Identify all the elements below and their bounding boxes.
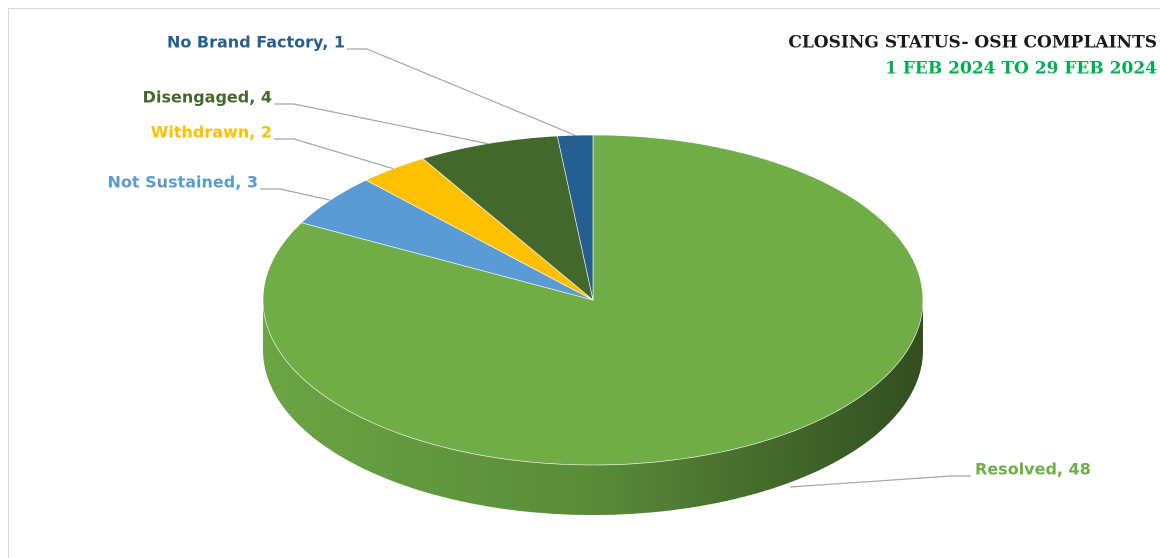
leader-line [789,475,971,488]
data-label: Disengaged, 4 [143,88,272,107]
data-label: No Brand Factory, 1 [167,33,345,52]
slice [365,158,594,301]
slice-side-shade [263,300,923,515]
leader-line [347,48,576,136]
leader-line [260,188,331,201]
chart-title: CLOSING STATUS- OSH COMPLAINTS [788,33,1157,53]
slice [300,179,594,301]
leader-line [274,103,488,145]
data-label: Resolved, 48 [975,460,1091,479]
data-label: Withdrawn, 2 [151,123,272,142]
data-label: Not Sustained, 3 [108,173,258,192]
leader-line [274,138,394,170]
chart-subtitle: 1 FEB 2024 TO 29 FEB 2024 [885,59,1157,79]
